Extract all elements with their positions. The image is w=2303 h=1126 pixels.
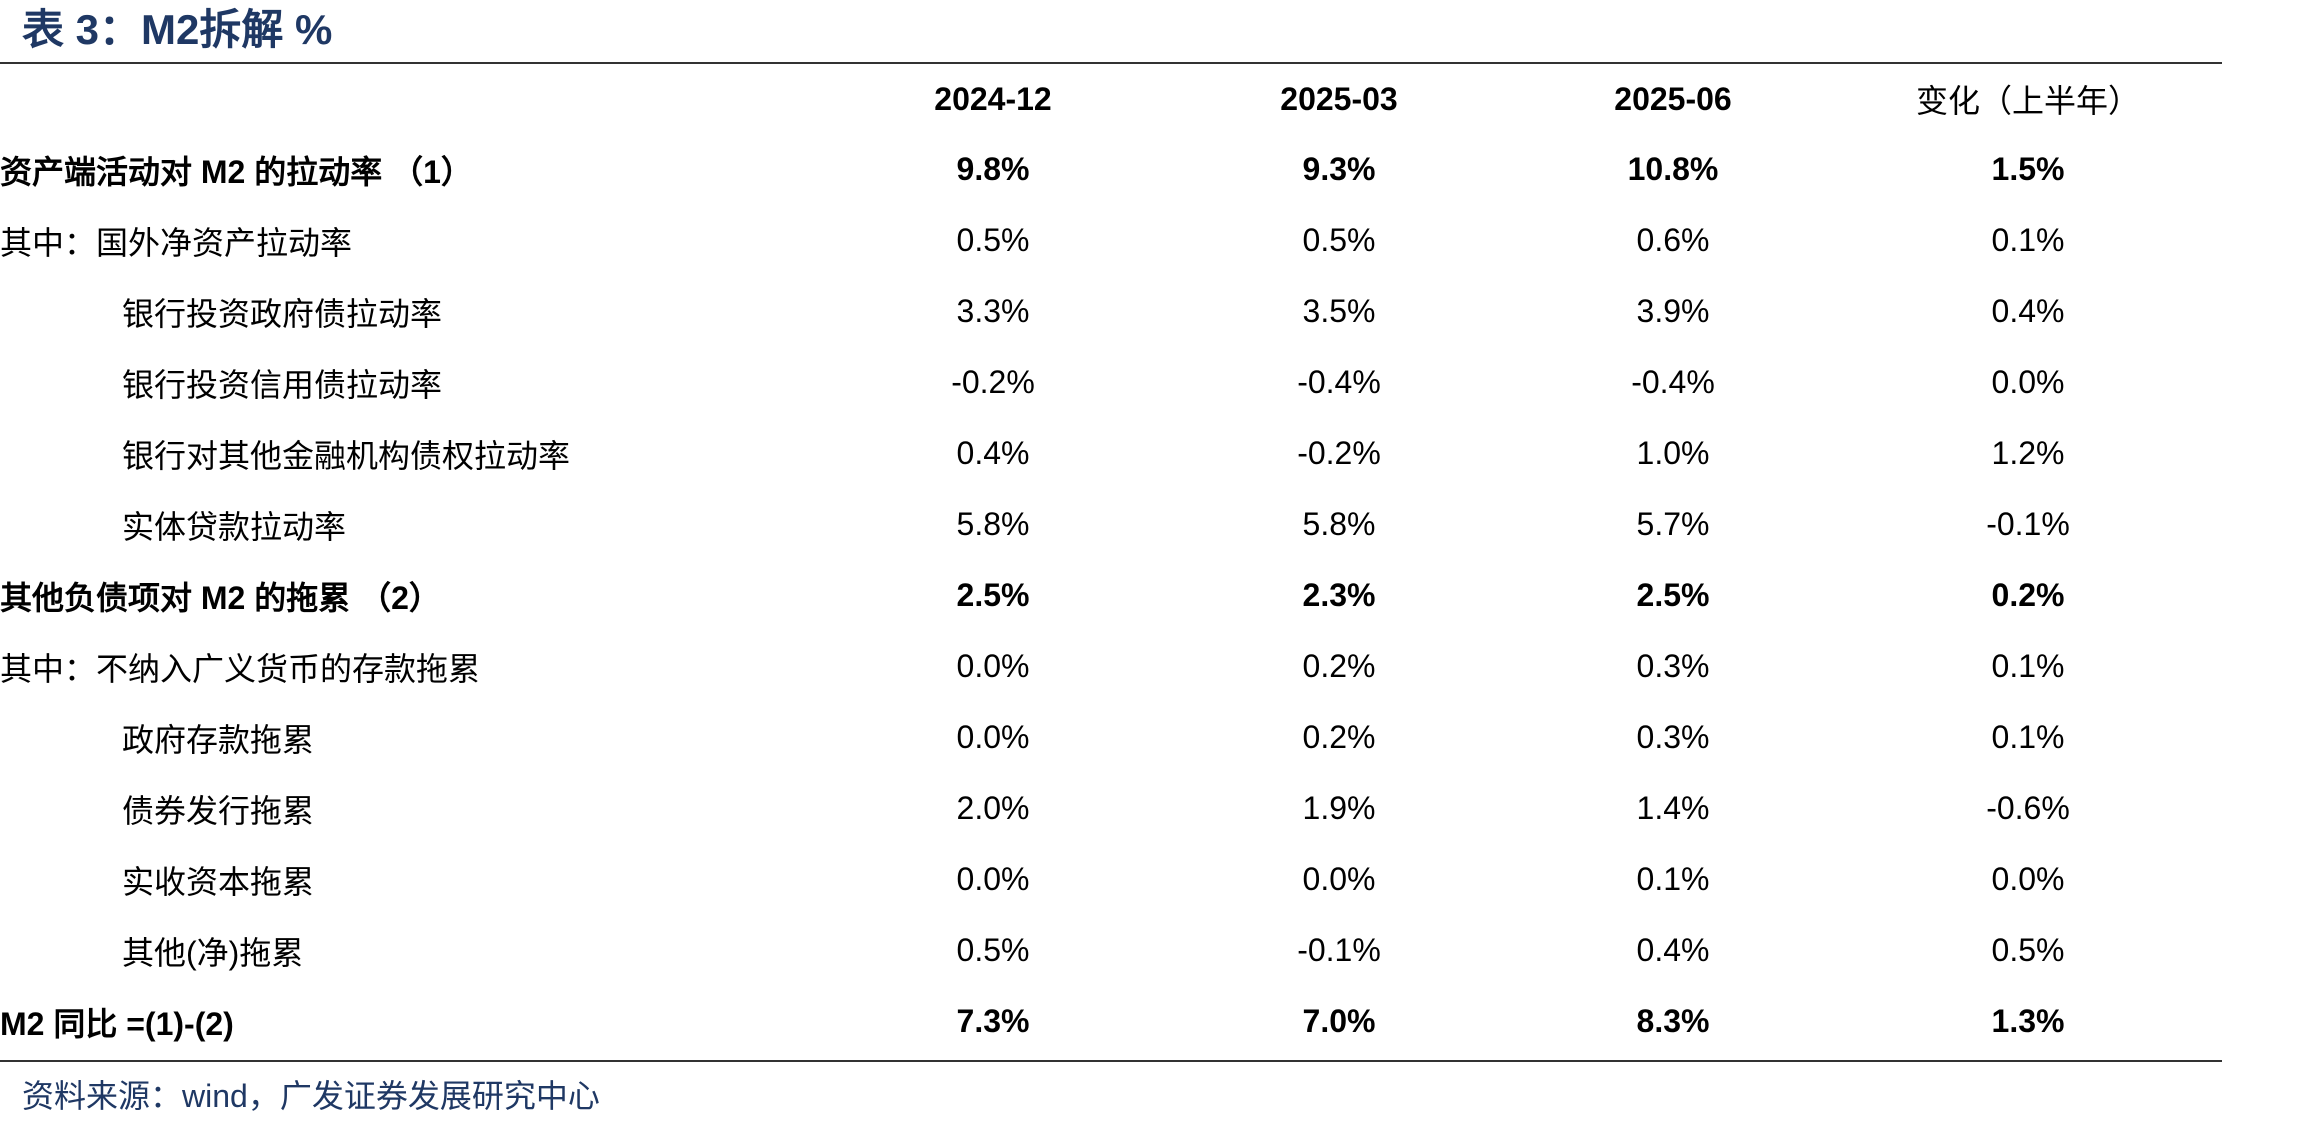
row-label: 银行投资信用债拉动率 bbox=[122, 366, 443, 403]
header-2024-12: 2024-12 bbox=[934, 80, 1052, 117]
row-value: -0.4% bbox=[1297, 364, 1381, 400]
row-value: 0.5% bbox=[956, 222, 1030, 258]
row-value: -0.4% bbox=[1631, 364, 1715, 400]
source-note: 资料来源：wind，广发证券发展研究中心 bbox=[22, 1078, 600, 1114]
row-value: 8.3% bbox=[1636, 1003, 1710, 1039]
row-value: 0.2% bbox=[1302, 719, 1376, 755]
row-value: -0.2% bbox=[1297, 435, 1381, 471]
row-label: 政府存款拖累 bbox=[122, 721, 315, 758]
row-value: 1.4% bbox=[1636, 790, 1710, 826]
row-value: 2.5% bbox=[956, 577, 1030, 613]
table-row: 其他负债项对 M2 的拖累 （2） 2.5% 2.3% 2.5% 0.2% bbox=[0, 560, 2222, 631]
table-row: 政府存款拖累 0.0% 0.2% 0.3% 0.1% bbox=[0, 702, 2222, 773]
row-value: 0.1% bbox=[1991, 222, 2065, 258]
row-label: 其中：不纳入广义货币的存款拖累 bbox=[0, 650, 481, 687]
row-value: 7.3% bbox=[956, 1003, 1030, 1039]
row-label: 其中：国外净资产拉动率 bbox=[0, 224, 353, 261]
row-value: 0.3% bbox=[1636, 648, 1710, 684]
table-row: 实体贷款拉动率 5.8% 5.8% 5.7% -0.1% bbox=[0, 489, 2222, 560]
row-value: 9.8% bbox=[956, 151, 1030, 187]
row-value: 0.0% bbox=[1991, 861, 2065, 897]
row-value: 0.4% bbox=[1636, 932, 1710, 968]
row-label: 资产端活动对 M2 的拉动率 （1） bbox=[0, 153, 473, 190]
row-value: 5.8% bbox=[956, 506, 1030, 542]
row-value: 0.5% bbox=[956, 932, 1030, 968]
table-row: 其他(净)拖累 0.5% -0.1% 0.4% 0.5% bbox=[0, 915, 2222, 986]
row-value: -0.6% bbox=[1986, 790, 2070, 826]
row-value: 9.3% bbox=[1302, 151, 1376, 187]
row-value: 1.2% bbox=[1991, 435, 2065, 471]
row-label: 实体贷款拉动率 bbox=[122, 508, 347, 545]
row-value: 0.6% bbox=[1636, 222, 1710, 258]
row-value: 0.0% bbox=[956, 861, 1030, 897]
row-value: 10.8% bbox=[1627, 151, 1719, 187]
row-value: 0.0% bbox=[956, 719, 1030, 755]
row-value: -0.2% bbox=[951, 364, 1035, 400]
header-label-cell bbox=[0, 64, 820, 134]
table-row: 债券发行拖累 2.0% 1.9% 1.4% -0.6% bbox=[0, 773, 2222, 844]
table-row: 其中：国外净资产拉动率 0.5% 0.5% 0.6% 0.1% bbox=[0, 205, 2222, 276]
row-value: 2.5% bbox=[1636, 577, 1710, 613]
row-value: 0.0% bbox=[1991, 364, 2065, 400]
row-label: 实收资本拖累 bbox=[122, 863, 315, 900]
row-value: 0.4% bbox=[1991, 293, 2065, 329]
row-value: 1.5% bbox=[1991, 151, 2065, 187]
row-value: 2.0% bbox=[956, 790, 1030, 826]
row-value: 0.3% bbox=[1636, 719, 1710, 755]
table-row: 其中：不纳入广义货币的存款拖累 0.0% 0.2% 0.3% 0.1% bbox=[0, 631, 2222, 702]
row-value: 1.3% bbox=[1991, 1003, 2065, 1039]
top-rule bbox=[0, 62, 2222, 64]
row-value: 0.0% bbox=[1302, 861, 1376, 897]
row-value: -0.1% bbox=[1986, 506, 2070, 542]
row-value: 0.2% bbox=[1991, 577, 2065, 613]
row-value: 0.2% bbox=[1302, 648, 1376, 684]
row-value: -0.1% bbox=[1297, 932, 1381, 968]
row-value: 1.0% bbox=[1636, 435, 1710, 471]
header-2025-03: 2025-03 bbox=[1280, 80, 1398, 117]
row-label: 其他(净)拖累 bbox=[122, 934, 304, 971]
header-2025-06: 2025-06 bbox=[1614, 80, 1732, 117]
row-value: 0.0% bbox=[956, 648, 1030, 684]
table-row: 实收资本拖累 0.0% 0.0% 0.1% 0.0% bbox=[0, 844, 2222, 915]
table-row: M2 同比 =(1)-(2) 7.3% 7.0% 8.3% 1.3% bbox=[0, 986, 2222, 1057]
row-value: 0.1% bbox=[1991, 719, 2065, 755]
table-row: 银行投资信用债拉动率 -0.2% -0.4% -0.4% 0.0% bbox=[0, 347, 2222, 418]
row-value: 3.5% bbox=[1302, 293, 1376, 329]
row-value: 5.8% bbox=[1302, 506, 1376, 542]
row-label: 债券发行拖累 bbox=[122, 792, 315, 829]
row-label: 银行投资政府债拉动率 bbox=[122, 295, 443, 332]
table-row: 资产端活动对 M2 的拉动率 （1） 9.8% 9.3% 10.8% 1.5% bbox=[0, 134, 2222, 205]
row-value: 1.9% bbox=[1302, 790, 1376, 826]
row-value: 0.4% bbox=[956, 435, 1030, 471]
row-value: 3.3% bbox=[956, 293, 1030, 329]
row-value: 5.7% bbox=[1636, 506, 1710, 542]
m2-breakdown-table: 2024-12 2025-03 2025-06 变化（上半年） 资产端活动对 M… bbox=[0, 64, 2222, 1057]
row-value: 0.1% bbox=[1636, 861, 1710, 897]
header-change-h1: 变化（上半年） bbox=[1915, 83, 2140, 119]
row-label: 其他负债项对 M2 的拖累 （2） bbox=[0, 579, 441, 616]
row-value: 7.0% bbox=[1302, 1003, 1376, 1039]
bottom-rule bbox=[0, 1060, 2222, 1062]
table-row: 银行投资政府债拉动率 3.3% 3.5% 3.9% 0.4% bbox=[0, 276, 2222, 347]
row-value: 0.5% bbox=[1991, 932, 2065, 968]
table-row: 银行对其他金融机构债权拉动率 0.4% -0.2% 1.0% 1.2% bbox=[0, 418, 2222, 489]
table-title: 表 3：M2拆解 % bbox=[22, 6, 333, 53]
row-value: 0.5% bbox=[1302, 222, 1376, 258]
row-label: M2 同比 =(1)-(2) bbox=[0, 1005, 234, 1042]
row-value: 2.3% bbox=[1302, 577, 1376, 613]
row-value: 3.9% bbox=[1636, 293, 1710, 329]
row-label: 银行对其他金融机构债权拉动率 bbox=[122, 437, 571, 474]
header-row: 2024-12 2025-03 2025-06 变化（上半年） bbox=[0, 64, 2222, 134]
table-body: 资产端活动对 M2 的拉动率 （1） 9.8% 9.3% 10.8% 1.5% 其中：国外… bbox=[0, 134, 2222, 1057]
row-value: 0.1% bbox=[1991, 648, 2065, 684]
